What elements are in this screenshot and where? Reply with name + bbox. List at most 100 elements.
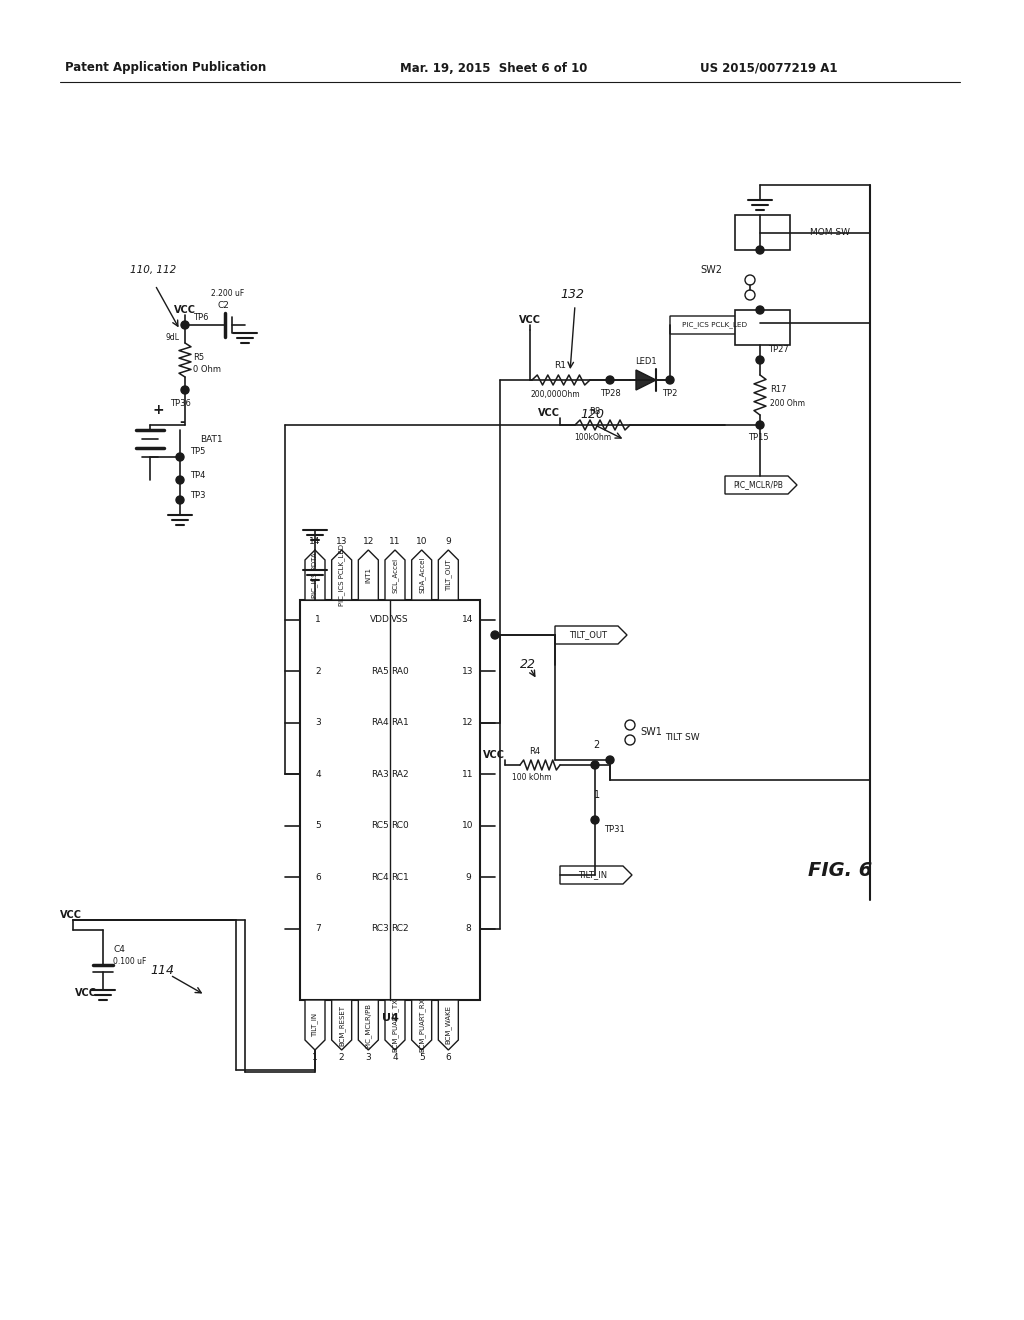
Text: C2: C2	[217, 301, 229, 309]
Text: 2: 2	[315, 667, 321, 676]
Text: 2: 2	[339, 1053, 344, 1063]
Text: RA1: RA1	[391, 718, 409, 727]
Text: TILT_OUT: TILT_OUT	[569, 631, 607, 639]
Text: 12: 12	[462, 718, 474, 727]
Text: TP36: TP36	[170, 399, 190, 408]
Text: RC0: RC0	[391, 821, 409, 830]
Polygon shape	[305, 1001, 325, 1049]
Polygon shape	[560, 866, 632, 884]
Text: 200 Ohm: 200 Ohm	[770, 399, 805, 408]
Text: SW2: SW2	[700, 265, 722, 275]
Circle shape	[756, 306, 764, 314]
Text: BCM_PUART_TX: BCM_PUART_TX	[391, 998, 398, 1052]
Text: RA4: RA4	[371, 718, 389, 727]
Circle shape	[490, 631, 499, 639]
Text: TILT SW: TILT SW	[665, 734, 699, 742]
Text: TILT_IN: TILT_IN	[579, 870, 607, 879]
Text: 1: 1	[315, 615, 321, 624]
Text: 5: 5	[419, 1053, 425, 1063]
Text: C4: C4	[113, 945, 125, 954]
Text: TP3: TP3	[190, 491, 206, 499]
Text: FIG. 6: FIG. 6	[808, 861, 872, 879]
Bar	[735, 310, 790, 345]
Polygon shape	[358, 550, 378, 601]
Text: TP2: TP2	[663, 389, 678, 399]
Text: PIC_ICS PCLK_LED: PIC_ICS PCLK_LED	[338, 544, 345, 606]
Polygon shape	[332, 1001, 351, 1049]
Polygon shape	[332, 550, 351, 601]
Text: 110, 112: 110, 112	[130, 265, 176, 275]
Text: 7: 7	[315, 924, 321, 933]
Polygon shape	[438, 550, 459, 601]
Circle shape	[666, 376, 674, 384]
Text: 100 kOhm: 100 kOhm	[512, 772, 552, 781]
Text: 13: 13	[336, 537, 347, 546]
Text: 6: 6	[445, 1053, 452, 1063]
Bar	[735, 215, 790, 249]
Circle shape	[756, 356, 764, 364]
Text: VSS: VSS	[391, 615, 409, 624]
Text: RA0: RA0	[391, 667, 409, 676]
Text: TP31: TP31	[604, 825, 625, 834]
Text: VCC: VCC	[60, 909, 82, 920]
Text: 120: 120	[580, 408, 604, 421]
Text: 12: 12	[362, 537, 374, 546]
Text: BCM_WAKE: BCM_WAKE	[445, 1006, 452, 1044]
Text: PIC_ICS PDTA: PIC_ICS PDTA	[311, 552, 318, 598]
Polygon shape	[412, 1001, 432, 1049]
Text: VDD: VDD	[370, 615, 390, 624]
Text: RC1: RC1	[391, 873, 409, 882]
Polygon shape	[385, 1001, 406, 1049]
Text: 9dL: 9dL	[166, 333, 180, 342]
Text: 13: 13	[462, 667, 474, 676]
Text: BCM_RESET: BCM_RESET	[338, 1005, 345, 1045]
Text: TP5: TP5	[190, 447, 206, 457]
Text: PIC_MCLR/PB: PIC_MCLR/PB	[733, 480, 783, 490]
Text: LED1: LED1	[635, 358, 656, 367]
Circle shape	[756, 246, 764, 253]
Text: VCC: VCC	[174, 305, 196, 315]
Polygon shape	[725, 477, 797, 494]
Text: 10: 10	[416, 537, 427, 546]
Circle shape	[591, 762, 599, 770]
Text: 3: 3	[315, 718, 321, 727]
Text: TP27: TP27	[768, 346, 788, 355]
Text: RA5: RA5	[371, 667, 389, 676]
Circle shape	[176, 453, 184, 461]
Text: 200,000Ohm: 200,000Ohm	[530, 389, 580, 399]
Text: VCC: VCC	[538, 408, 560, 418]
Text: R4: R4	[529, 747, 541, 755]
Text: RA3: RA3	[371, 770, 389, 779]
Text: MOM SW: MOM SW	[810, 228, 850, 238]
Text: TILT_OUT: TILT_OUT	[445, 560, 452, 591]
Circle shape	[606, 756, 614, 764]
Text: R5: R5	[193, 352, 204, 362]
Text: 4: 4	[315, 770, 321, 779]
Text: 8: 8	[465, 924, 471, 933]
Circle shape	[606, 376, 614, 384]
Text: VCC: VCC	[483, 750, 505, 760]
Polygon shape	[636, 370, 656, 389]
Text: 0.100 uF: 0.100 uF	[113, 957, 146, 966]
Text: VCC: VCC	[519, 315, 541, 325]
Text: 14: 14	[309, 537, 321, 546]
Circle shape	[591, 816, 599, 824]
Text: BAT1: BAT1	[200, 436, 222, 445]
Text: RC4: RC4	[371, 873, 389, 882]
Text: Mar. 19, 2015  Sheet 6 of 10: Mar. 19, 2015 Sheet 6 of 10	[400, 62, 588, 74]
Text: RC2: RC2	[391, 924, 409, 933]
Text: TP15: TP15	[748, 433, 768, 441]
Text: 2: 2	[594, 741, 600, 750]
Text: 1: 1	[312, 1053, 317, 1063]
Text: 6: 6	[315, 873, 321, 882]
Polygon shape	[412, 550, 432, 601]
Text: 9: 9	[445, 537, 452, 546]
Text: TP28: TP28	[600, 389, 621, 399]
Polygon shape	[385, 550, 406, 601]
Polygon shape	[438, 1001, 459, 1049]
Text: RC5: RC5	[371, 821, 389, 830]
Text: 132: 132	[560, 289, 584, 301]
Circle shape	[181, 321, 189, 329]
Text: PIC_MCLR/PB: PIC_MCLR/PB	[365, 1002, 372, 1048]
Text: 0 Ohm: 0 Ohm	[193, 366, 221, 375]
